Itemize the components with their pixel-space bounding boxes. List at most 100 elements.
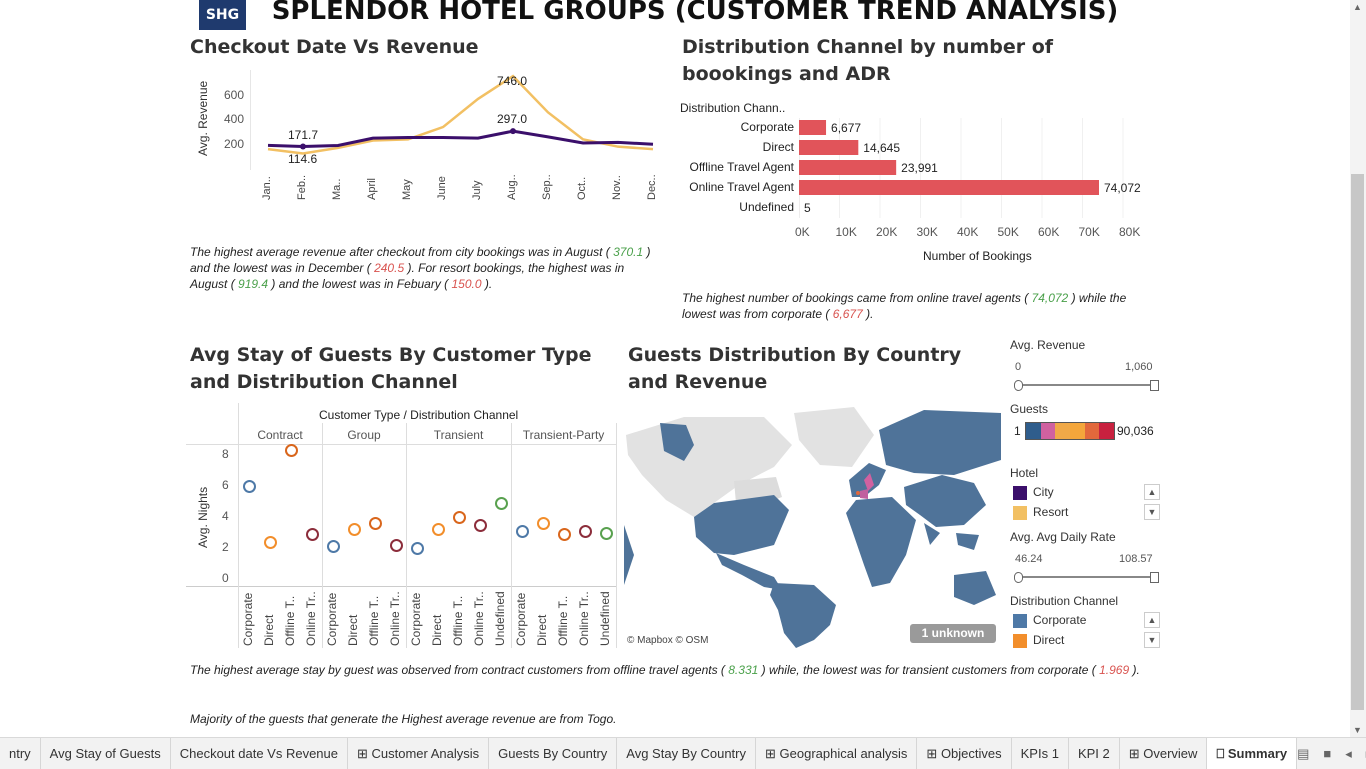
- month-label: Aug..: [506, 174, 518, 200]
- tab-label: ntry: [9, 746, 31, 761]
- stay-point[interactable]: [579, 525, 592, 538]
- distribution-note: The highest number of bookings came from…: [682, 290, 1162, 322]
- tab-geographical-analysis[interactable]: ⊞ Geographical analysis: [756, 738, 917, 769]
- stay-point[interactable]: [243, 480, 256, 493]
- stay-point[interactable]: [600, 527, 613, 540]
- stay-y-tick: 0: [222, 571, 229, 585]
- stay-point[interactable]: [453, 511, 466, 524]
- x-tick-label: 20K: [876, 225, 897, 239]
- series-line-city[interactable]: [268, 131, 653, 146]
- adr-slider-min-handle[interactable]: [1014, 572, 1023, 583]
- stay-point[interactable]: [537, 517, 550, 530]
- city-point-7[interactable]: [510, 128, 516, 134]
- stay-point[interactable]: [516, 525, 529, 538]
- avg-revenue-slider-max-handle[interactable]: [1150, 380, 1159, 391]
- legend-item-resort[interactable]: Resort: [1013, 505, 1068, 520]
- city-point-1[interactable]: [300, 143, 306, 149]
- avg-revenue-max: 1,060: [1125, 361, 1153, 373]
- tab-avg-stay-by-country[interactable]: Avg Stay By Country: [617, 738, 756, 769]
- stay-point[interactable]: [327, 540, 340, 553]
- tab-label: Geographical analysis: [780, 746, 908, 761]
- tab-avg-stay-of-guests[interactable]: Avg Stay of Guests: [41, 738, 171, 769]
- prev-sheet-icon[interactable]: ◂: [1345, 746, 1352, 762]
- stay-point[interactable]: [558, 528, 571, 541]
- x-tick-label: 10K: [836, 225, 857, 239]
- world-map[interactable]: [624, 405, 1001, 648]
- tab-label: Overview: [1143, 746, 1197, 761]
- adr-filter-title: Avg. Avg Daily Rate: [1010, 530, 1116, 544]
- guests-min: 1: [1014, 424, 1021, 438]
- guests-legend-title: Guests: [1010, 402, 1048, 416]
- avg-revenue-filter-title: Avg. Revenue: [1010, 338, 1085, 352]
- month-label: April: [366, 178, 378, 200]
- channel-legend-down-icon[interactable]: ▼: [1144, 632, 1160, 648]
- tab-overview[interactable]: ⊞ Overview: [1120, 738, 1208, 769]
- vertical-scrollbar-thumb[interactable]: [1351, 174, 1364, 710]
- tab-kpi-2[interactable]: KPI 2: [1069, 738, 1120, 769]
- channel-label: Online Tr..: [577, 591, 591, 646]
- avg-revenue-slider-min-handle[interactable]: [1014, 380, 1023, 391]
- bar-online-travel-agent[interactable]: [799, 180, 1099, 195]
- tab-guests-by-country[interactable]: Guests By Country: [489, 738, 617, 769]
- stay-point[interactable]: [264, 536, 277, 549]
- bar-direct[interactable]: [799, 140, 858, 155]
- distribution-title: Distribution Channel by number of boooki…: [682, 34, 1162, 88]
- tab-customer-analysis[interactable]: ⊞ Customer Analysis: [348, 738, 489, 769]
- tab-kpis-1[interactable]: KPIs 1: [1012, 738, 1069, 769]
- scroll-up-icon[interactable]: ▲: [1353, 2, 1362, 12]
- month-label: July: [471, 180, 483, 200]
- channel-label: Offline T..: [367, 596, 381, 646]
- stay-point[interactable]: [390, 539, 403, 552]
- show-tabs-icon[interactable]: ■: [1323, 746, 1331, 762]
- bar-offline-travel-agent[interactable]: [799, 160, 896, 175]
- stay-point[interactable]: [432, 523, 445, 536]
- guests-ramp-segment: [1099, 423, 1114, 439]
- x-tick-label: 40K: [957, 225, 978, 239]
- channel-label: Direct: [262, 615, 276, 646]
- tab-ntry[interactable]: ntry: [0, 738, 41, 769]
- hotel-legend-title: Hotel: [1010, 466, 1038, 480]
- tab-checkout-date-vs-revenue[interactable]: Checkout date Vs Revenue: [171, 738, 348, 769]
- tab-label: Avg Stay of Guests: [50, 746, 161, 761]
- customer-type-contract: Contract: [238, 428, 322, 442]
- stay-point[interactable]: [306, 528, 319, 541]
- legend-item-direct[interactable]: Direct: [1013, 633, 1064, 648]
- tab-objectives[interactable]: ⊞ Objectives: [917, 738, 1011, 769]
- label-resort-max: 746.0: [497, 74, 527, 88]
- stay-point[interactable]: [411, 542, 424, 555]
- channel-legend-up-icon[interactable]: ▲: [1144, 612, 1160, 628]
- distribution-header-label: Distribution Chann..: [680, 101, 785, 115]
- hotel-legend-up-icon[interactable]: ▲: [1144, 484, 1160, 500]
- tab-navigation: ▤■◂▸⛶⋮: [1297, 746, 1366, 762]
- bar-corporate[interactable]: [799, 120, 826, 135]
- stay-point[interactable]: [348, 523, 361, 536]
- adr-slider[interactable]: [1017, 576, 1155, 578]
- avg-revenue-slider[interactable]: [1017, 384, 1155, 386]
- tab-label: Checkout date Vs Revenue: [180, 746, 338, 761]
- scroll-down-icon[interactable]: ▼: [1353, 725, 1362, 735]
- legend-item-city[interactable]: City: [1013, 485, 1054, 500]
- stay-point[interactable]: [285, 444, 298, 457]
- hotel-legend-down-icon[interactable]: ▼: [1144, 504, 1160, 520]
- stay-axis-line: [186, 586, 616, 587]
- guests-max: 90,036: [1117, 424, 1154, 438]
- month-label: Oct..: [576, 177, 588, 200]
- stay-point[interactable]: [495, 497, 508, 510]
- map-title: Guests Distribution By Country and Reven…: [628, 342, 998, 396]
- stay-point[interactable]: [474, 519, 487, 532]
- dashboard-grid-icon: ⊞: [765, 746, 780, 761]
- adr-slider-max-handle[interactable]: [1150, 572, 1159, 583]
- stay-point[interactable]: [369, 517, 382, 530]
- tab-summary[interactable]: ⎕ Summary: [1207, 738, 1297, 769]
- guests-ramp-segment: [1041, 423, 1056, 439]
- unknown-badge[interactable]: 1 unknown: [910, 624, 996, 643]
- legend-item-corporate[interactable]: Corporate: [1013, 613, 1086, 628]
- month-label: Dec..: [646, 174, 658, 200]
- show-filmstrip-icon[interactable]: ▤: [1297, 746, 1309, 762]
- sheet-tab-bar: ntry Avg Stay of Guests Checkout date Vs R…: [0, 737, 1366, 769]
- x-tick-label: 80K: [1119, 225, 1140, 239]
- stay-note: The highest average stay by guest was ob…: [190, 662, 1165, 678]
- tab-label: Summary: [1228, 746, 1287, 761]
